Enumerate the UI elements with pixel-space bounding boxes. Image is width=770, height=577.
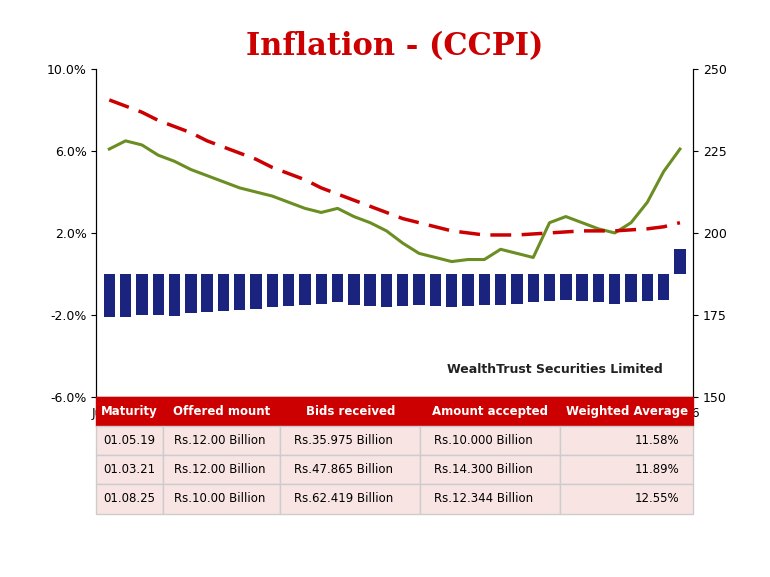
Bar (152, 274, 164, 315)
Bar (430, 274, 441, 306)
Bar (641, 274, 653, 301)
Bar (104, 274, 115, 317)
Bar (658, 274, 669, 301)
Bar (250, 274, 262, 309)
Bar (283, 274, 294, 306)
Bar (446, 274, 457, 306)
Bar (348, 274, 360, 305)
Bar (316, 274, 327, 304)
Bar (364, 274, 376, 306)
Bar (397, 274, 408, 306)
Bar (413, 274, 425, 305)
Bar (136, 274, 148, 315)
Bar (266, 274, 278, 306)
Text: WealthTrust Securities Limited: WealthTrust Securities Limited (447, 363, 662, 376)
Bar (593, 274, 604, 302)
Legend: Index - R - Axis, Point to Point, Annual Average: Index - R - Axis, Point to Point, Annual… (116, 439, 531, 462)
Bar (527, 274, 539, 302)
Bar (202, 274, 213, 312)
Bar (169, 274, 180, 316)
Bar (218, 274, 229, 310)
Bar (495, 274, 507, 305)
Bar (234, 274, 246, 310)
Bar (577, 274, 588, 301)
Bar (462, 274, 474, 306)
Bar (609, 274, 621, 304)
Bar (381, 274, 392, 306)
Bar (479, 274, 490, 305)
Bar (544, 274, 555, 301)
Title: Inflation - (CCPI): Inflation - (CCPI) (246, 31, 544, 62)
Bar (625, 274, 637, 302)
Bar (332, 274, 343, 302)
Bar (185, 274, 196, 313)
Bar (560, 274, 571, 301)
Bar (675, 249, 685, 274)
Bar (120, 274, 132, 317)
Bar (511, 274, 523, 304)
Bar (300, 274, 310, 305)
